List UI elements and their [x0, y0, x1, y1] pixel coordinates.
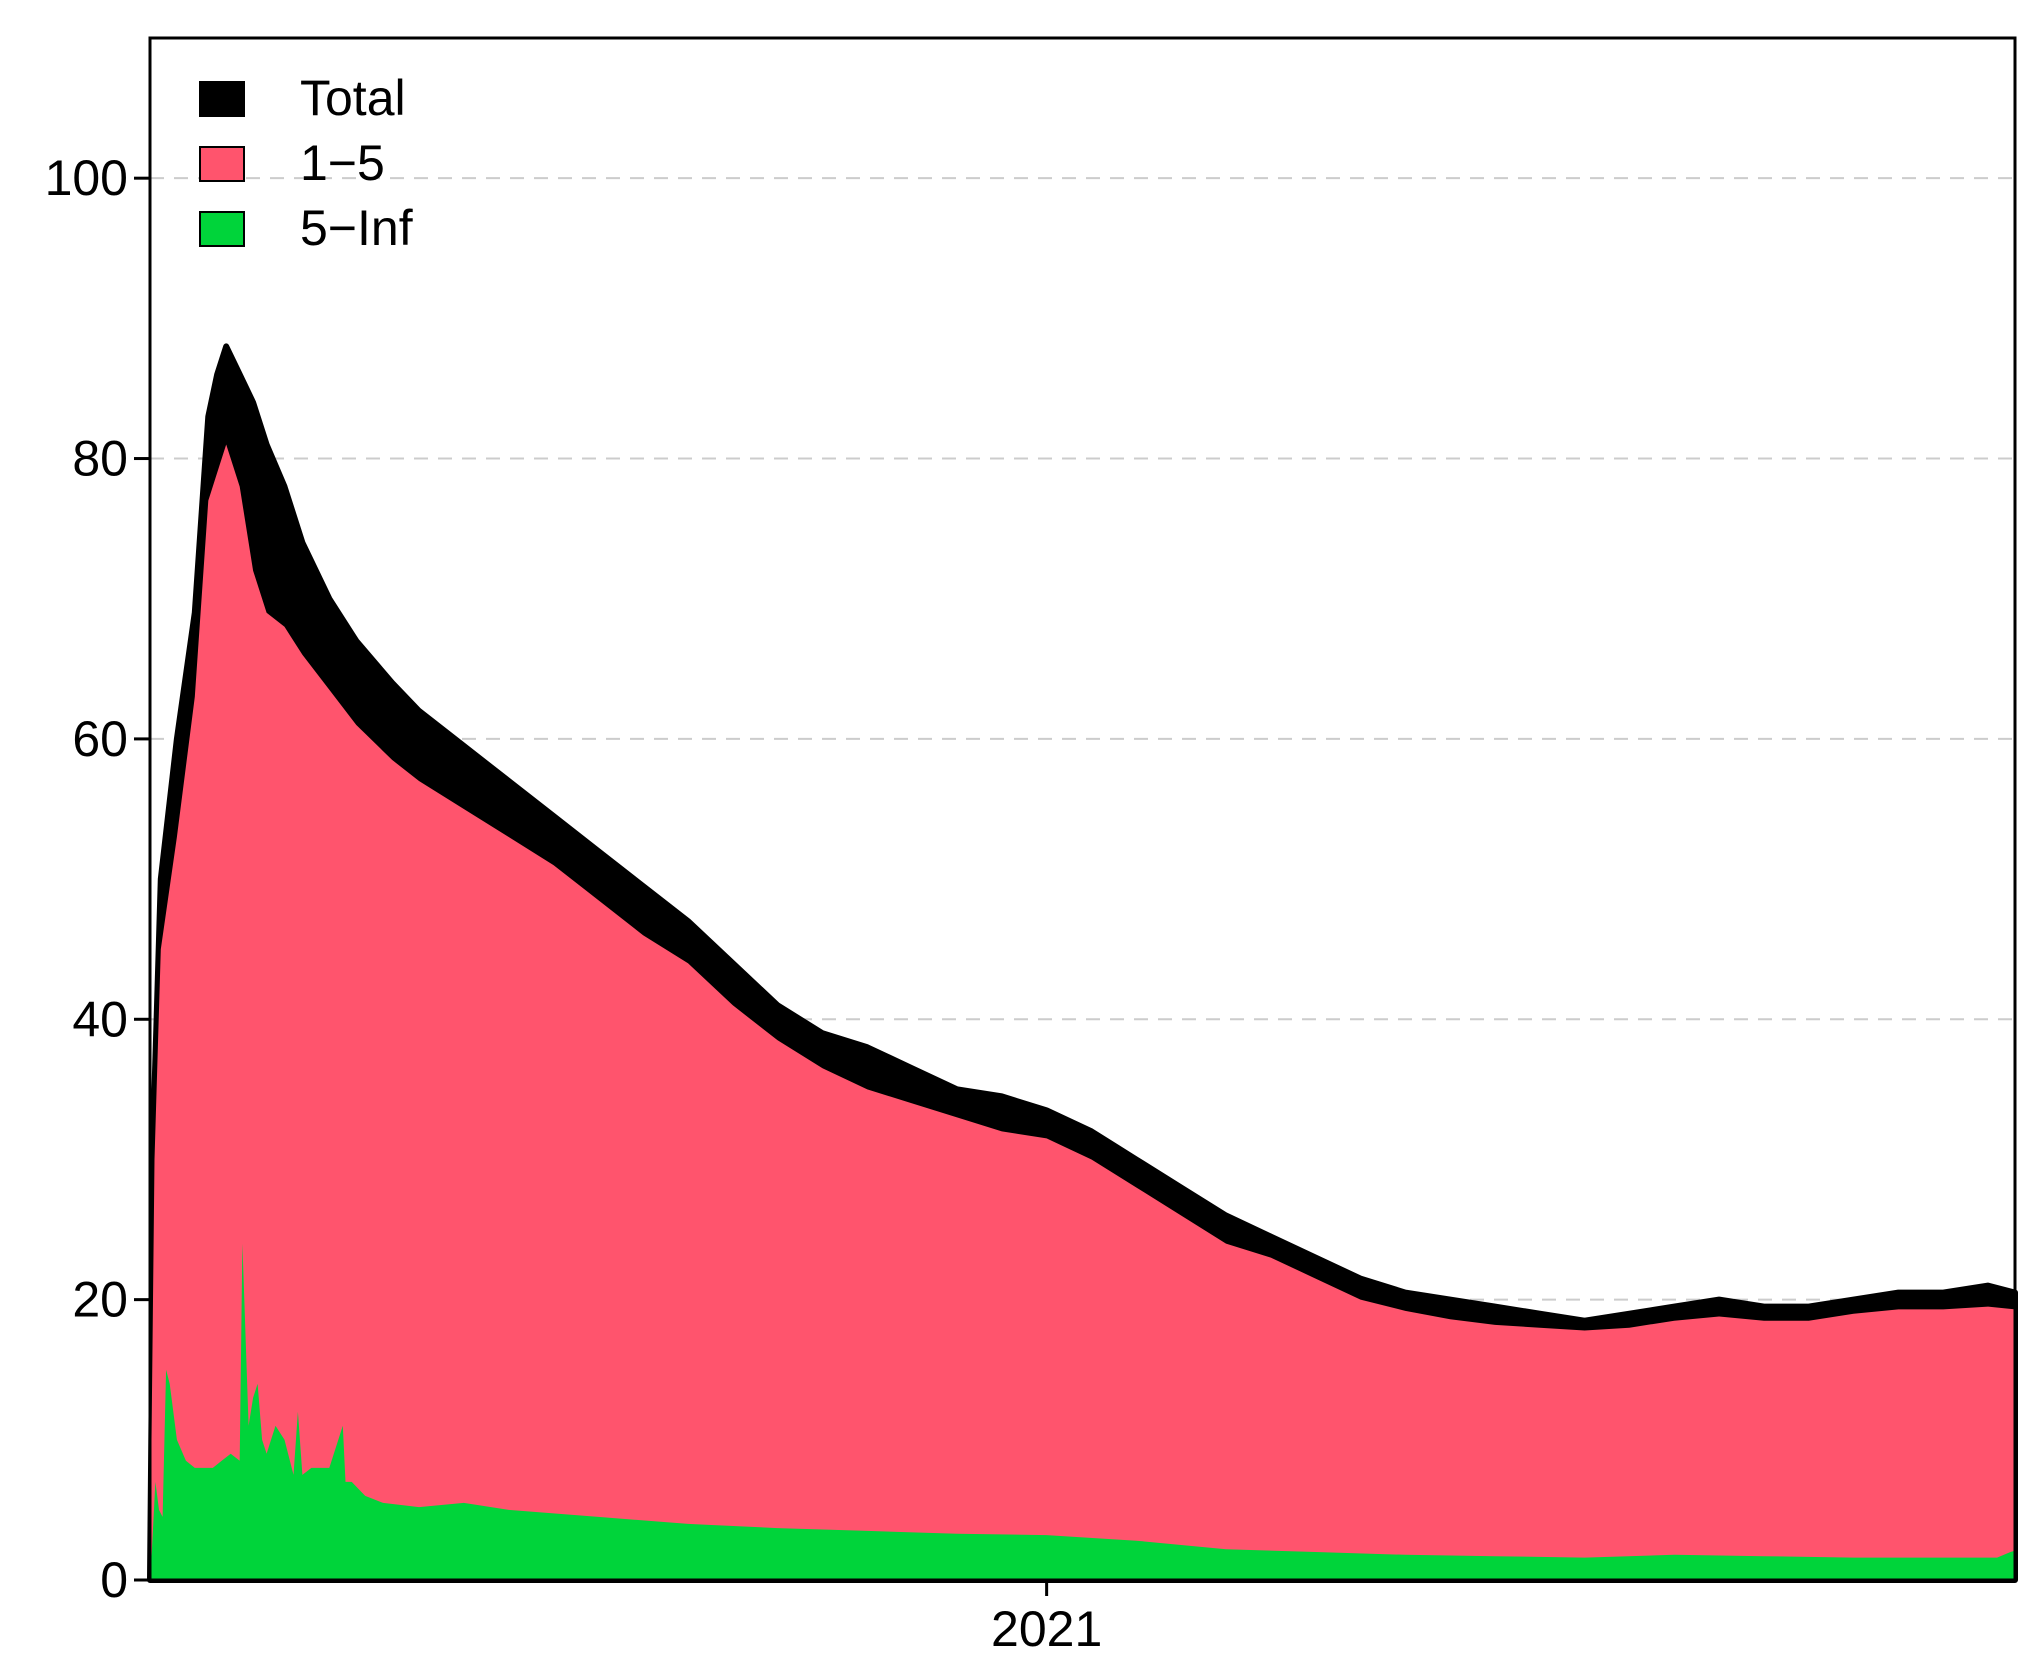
y-tick-label-20: 20: [72, 1272, 128, 1328]
series-areas: [147, 343, 2018, 1583]
axes: 0 20 40 60 80 100 2021: [45, 150, 1103, 1657]
y-tick-label-80: 80: [72, 431, 128, 487]
legend-label-2: 5−Inf: [300, 200, 413, 256]
y-tick-label-100: 100: [45, 150, 128, 206]
y-tick-label-0: 0: [100, 1552, 128, 1608]
y-tick-label-60: 60: [72, 711, 128, 767]
y-tick-label-40: 40: [72, 991, 128, 1047]
legend-label-1: 1−5: [300, 135, 385, 191]
series-area-1-5: [150, 444, 2015, 1580]
plot-border: [148, 36, 2017, 1582]
legend-swatch-1: [199, 146, 245, 182]
legend-swatch-0: [199, 81, 245, 117]
legend: Total 1−5 5−Inf: [199, 70, 413, 256]
x-tick-label-2021: 2021: [991, 1601, 1102, 1657]
legend-swatch-2: [199, 211, 245, 247]
legend-label-0: Total: [300, 70, 406, 126]
series-area-5-inf: [150, 1243, 2015, 1580]
